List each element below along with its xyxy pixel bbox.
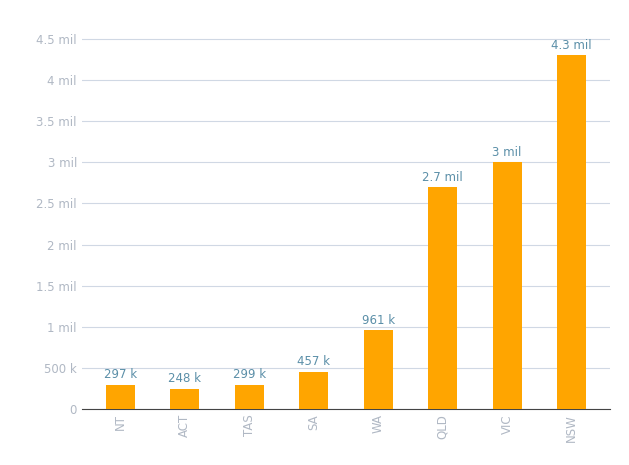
Bar <box>428 187 457 409</box>
Text: 248 k: 248 k <box>169 372 201 385</box>
Text: 457 k: 457 k <box>298 355 330 368</box>
Text: 4.3 mil: 4.3 mil <box>551 39 592 52</box>
Bar <box>299 372 328 409</box>
Bar <box>364 330 392 409</box>
Text: 299 k: 299 k <box>233 368 266 381</box>
Text: 2.7 mil: 2.7 mil <box>422 171 463 184</box>
Bar <box>493 162 521 409</box>
Bar <box>235 385 264 409</box>
Text: 297 k: 297 k <box>104 368 137 381</box>
Text: 3 mil: 3 mil <box>493 146 521 159</box>
Text: 961 k: 961 k <box>362 314 395 327</box>
Bar <box>106 385 135 409</box>
Bar <box>170 389 199 409</box>
Bar <box>557 55 586 409</box>
